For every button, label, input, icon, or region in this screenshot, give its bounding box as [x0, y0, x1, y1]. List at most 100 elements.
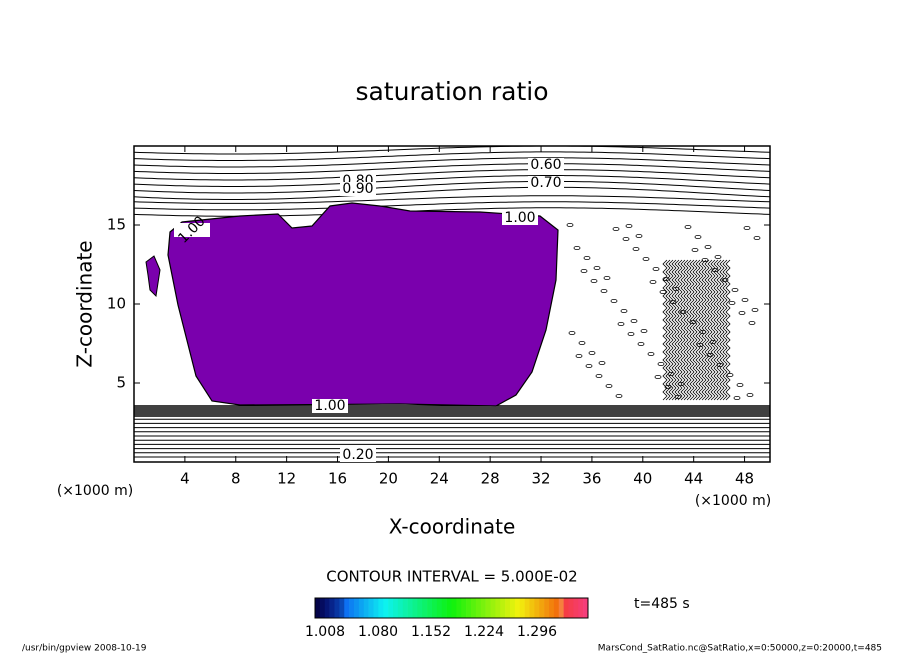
contour-line: [719, 259, 725, 401]
colorbar-stripe: [412, 598, 418, 618]
contour-label-bg: [528, 158, 564, 172]
contour-label: 1.00: [314, 398, 345, 414]
colorbar-stripe: [451, 598, 457, 618]
contour-line: [620, 308, 628, 313]
supersaturated-region: [145, 255, 161, 298]
contour-line: [716, 259, 722, 401]
contour-line: [704, 244, 712, 249]
colorbar-stripe: [446, 598, 452, 618]
contour-line: [605, 383, 613, 388]
colorbar-stripe: [539, 598, 545, 618]
contour-line: [659, 289, 667, 294]
colorbar-stripe: [402, 598, 408, 618]
contour-line: [593, 265, 601, 270]
colorbar-frame: [314, 597, 589, 619]
contour-line: [691, 247, 699, 252]
contour-line: [635, 233, 643, 238]
colorbar-stripe: [393, 598, 399, 618]
colorbar-stripe: [529, 598, 535, 618]
contour-line: [706, 352, 714, 357]
contour-line: [133, 145, 771, 155]
contour-line: [630, 318, 638, 323]
colorbar-stripe: [495, 598, 501, 618]
colorbar-stripe: [466, 598, 472, 618]
colorbar-stripe: [568, 598, 574, 618]
colorbar-stripe: [456, 598, 462, 618]
colorbar-stripe: [500, 598, 506, 618]
colorbar-stripe: [573, 598, 579, 618]
contour-label-bg: [502, 211, 538, 225]
contour-line: [585, 363, 593, 368]
y-tick-label: 15: [107, 216, 126, 234]
colorbar-stripe: [505, 598, 511, 618]
contour-line: [692, 259, 698, 401]
colorbar-stripe: [578, 598, 584, 618]
contour-line: [662, 259, 668, 401]
contour-line: [133, 163, 771, 174]
contour-line: [704, 259, 710, 401]
contour-label-bg: [340, 448, 376, 462]
contour-line: [588, 350, 596, 355]
colorbar-stripe: [388, 598, 394, 618]
contour-line: [595, 373, 603, 378]
contour-line: [683, 259, 689, 401]
colorbar-stripe: [432, 598, 438, 618]
contour-line: [603, 275, 611, 280]
colorbar-stripe: [349, 598, 355, 618]
x-tick-label: 48: [735, 470, 754, 488]
colorbar-stripe: [368, 598, 374, 618]
contour-line: [714, 254, 722, 259]
x-unit-label: (×1000 m): [695, 493, 771, 509]
colorbar-stripe: [563, 598, 569, 618]
contour-line: [647, 351, 655, 356]
contour-line: [652, 266, 660, 271]
contour-line: [133, 201, 771, 211]
colorbar-stripe: [373, 598, 379, 618]
contour-line: [578, 340, 586, 345]
colorbar-stripe: [363, 598, 369, 618]
x-tick-label: 8: [231, 470, 241, 488]
contour-line: [133, 186, 771, 200]
colorbar-stripe: [358, 598, 365, 618]
colorbar-stripe: [553, 598, 560, 618]
colorbar-stripe: [339, 598, 345, 618]
contour-line: [598, 360, 606, 365]
contour-line: [743, 225, 751, 230]
x-tick-label: 44: [684, 470, 703, 488]
contour-line: [568, 330, 576, 335]
colorbar-stripe: [534, 598, 540, 618]
contour-line: [668, 259, 674, 401]
contour-interval: CONTOUR INTERVAL = 5.000E-02: [326, 568, 577, 586]
colorbar-stripe: [510, 598, 516, 618]
contour-line: [689, 259, 695, 401]
x-tick-label: 36: [582, 470, 601, 488]
contour-line: [736, 382, 744, 387]
colorbar-tick-label: 1.152: [411, 624, 451, 640]
contour-line: [748, 320, 756, 325]
contour-line: [133, 195, 771, 204]
colorbar-stripe: [319, 598, 326, 618]
contour-line: [590, 278, 598, 283]
contour-line: [133, 151, 771, 161]
contour-label: 0.60: [530, 157, 561, 173]
contour-line: [722, 259, 728, 401]
contour-line: [701, 259, 707, 401]
colorbar-stripe: [558, 598, 564, 618]
contour-line: [753, 235, 761, 240]
contour-line: [133, 169, 771, 181]
contour-line: [612, 226, 620, 231]
colorbar-stripe: [485, 598, 491, 618]
contour-line: [728, 300, 736, 305]
contour-line: [575, 353, 583, 358]
contour-line: [684, 224, 692, 229]
contour-label-bg: [174, 223, 210, 237]
y-unit-label: (×1000 m): [57, 483, 133, 499]
contour-label: 0.70: [530, 175, 561, 191]
time-label: t=485 s: [634, 596, 690, 612]
contour-line: [725, 259, 731, 401]
footer-left: /usr/bin/gpview 2008-10-19: [22, 644, 147, 654]
contour-line: [566, 222, 574, 227]
x-tick-label: 20: [379, 470, 398, 488]
colorbar-stripe: [378, 598, 384, 618]
